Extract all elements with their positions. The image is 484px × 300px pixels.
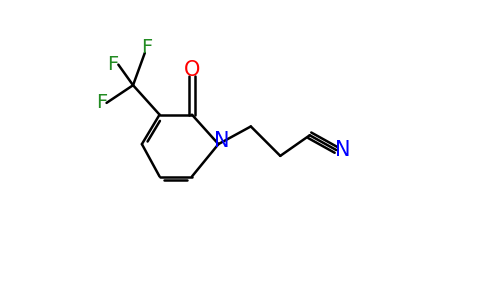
Text: F: F [96,93,107,112]
Text: F: F [141,38,153,57]
Text: N: N [214,130,230,151]
Text: F: F [107,55,119,74]
Text: O: O [184,60,200,80]
Text: N: N [335,140,350,160]
